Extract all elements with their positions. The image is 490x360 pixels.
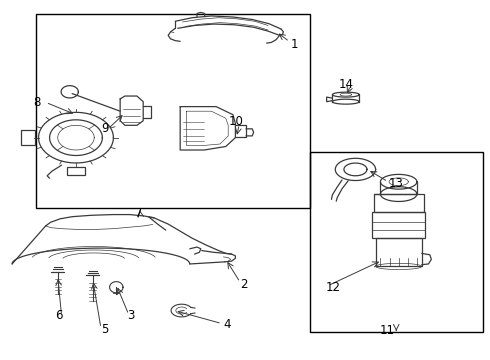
Text: 2: 2 (240, 278, 248, 291)
Bar (67, 167, 85, 175)
Text: 14: 14 (339, 78, 354, 91)
Text: 10: 10 (228, 115, 243, 128)
Text: 9: 9 (101, 122, 108, 135)
Text: 11: 11 (379, 324, 394, 337)
Text: 12: 12 (326, 281, 341, 294)
Text: 4: 4 (223, 318, 231, 331)
Text: 5: 5 (101, 323, 108, 337)
Text: 7: 7 (135, 207, 142, 220)
Bar (21, 130, 35, 145)
Text: 13: 13 (389, 177, 404, 190)
Bar (36, 14, 310, 208)
Bar (376, 238, 422, 266)
Bar (310, 152, 483, 332)
Bar (374, 194, 424, 212)
Text: 3: 3 (127, 309, 135, 322)
Text: 8: 8 (34, 96, 41, 109)
Text: 6: 6 (55, 309, 63, 322)
Bar (372, 212, 425, 238)
Text: 1: 1 (291, 38, 298, 51)
